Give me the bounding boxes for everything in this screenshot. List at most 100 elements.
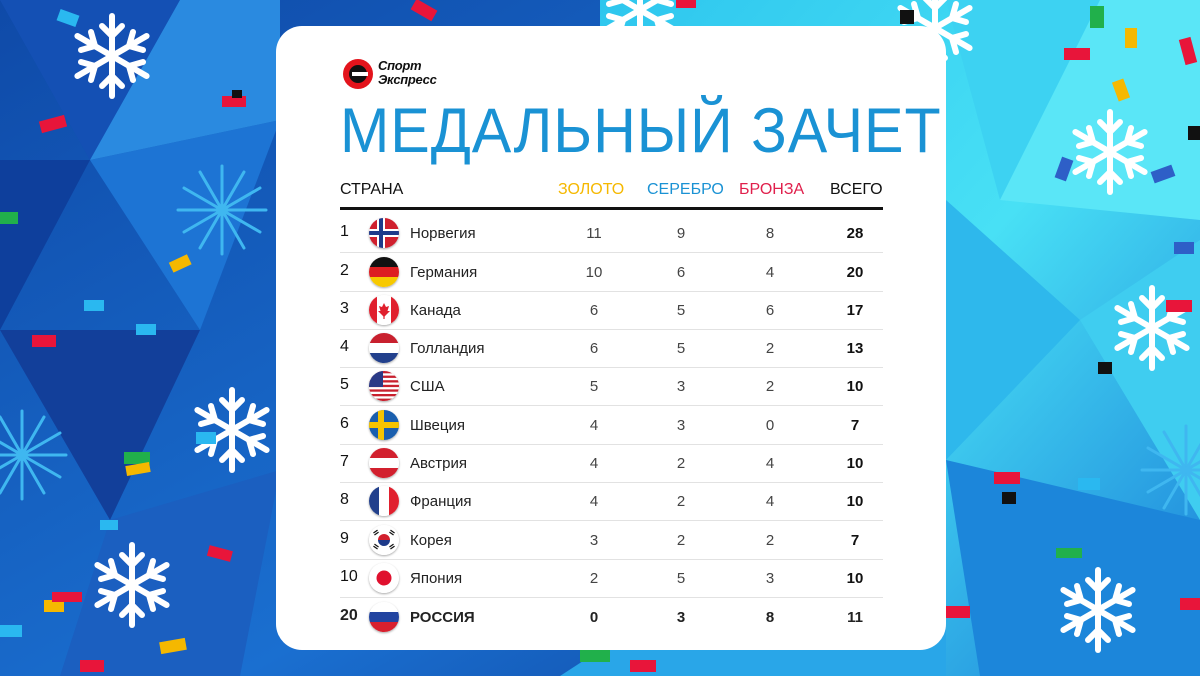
silver-count: 2: [676, 455, 686, 472]
silver-count: 5: [676, 340, 686, 357]
table-row: 6 Швеция 4 3 0 7: [340, 406, 883, 445]
silver-count: 5: [676, 302, 686, 319]
gold-count: 6: [589, 340, 599, 357]
page-title: МЕДАЛЬНЫЙ ЗАЧЕТ: [340, 96, 942, 166]
silver-count: 5: [676, 570, 686, 587]
rank-cell: 5: [340, 376, 349, 393]
country-name: Норвегия: [410, 225, 476, 242]
bronze-count: 6: [765, 302, 775, 319]
silver-count: 3: [676, 609, 686, 626]
rank-cell: 8: [340, 491, 349, 508]
gold-count: 3: [589, 532, 599, 549]
total-count: 11: [847, 609, 863, 626]
total-count: 20: [846, 264, 864, 281]
table-row: 10 Япония 2 5 3 10: [340, 559, 883, 598]
gold-count: 10: [585, 264, 603, 281]
russia-flag-icon: [369, 602, 399, 632]
brand-logo-icon: [343, 59, 373, 89]
sweden-flag-icon: [369, 410, 399, 440]
column-header-bronze: БРОНЗА: [739, 181, 805, 198]
medal-table-card: Спорт Экспресс МЕДАЛЬНЫЙ ЗАЧЕТ СТРАНА ЗО…: [276, 26, 946, 650]
brand-logo-text: Спорт Экспресс: [378, 59, 437, 87]
total-count: 10: [846, 455, 864, 472]
silver-count: 2: [676, 532, 686, 549]
silver-count: 3: [676, 417, 686, 434]
gold-count: 4: [589, 455, 599, 472]
column-header-gold: ЗОЛОТО: [558, 181, 625, 198]
rank-cell: 1: [340, 223, 349, 240]
rank-cell: 3: [340, 300, 349, 317]
gold-count: 5: [589, 378, 599, 395]
table-row: 7 Австрия 4 2 4 10: [340, 444, 883, 483]
table-row: 2 Германия 10 6 4 20: [340, 253, 883, 292]
silver-count: 9: [676, 225, 686, 242]
column-header-total: ВСЕГО: [830, 181, 883, 198]
bronze-count: 3: [765, 570, 775, 587]
korea-flag-icon: [369, 525, 399, 555]
bronze-count: 4: [765, 455, 775, 472]
country-name: США: [410, 378, 445, 395]
rank-cell: 2: [340, 262, 349, 279]
silver-count: 2: [676, 493, 686, 510]
total-count: 10: [846, 570, 864, 587]
country-name: Канада: [410, 302, 461, 319]
silver-count: 3: [676, 378, 686, 395]
brand-line-1: Спорт: [378, 58, 422, 73]
country-name: Австрия: [410, 455, 468, 472]
column-header-silver: СЕРЕБРО: [647, 181, 724, 198]
canada-flag-icon: [369, 295, 399, 325]
usa-flag-icon: [369, 371, 399, 401]
country-name: РОССИЯ: [410, 609, 475, 626]
table-row: 8 Франция 4 2 4 10: [340, 482, 883, 521]
total-count: 10: [846, 378, 864, 395]
brand-logo: Спорт Экспресс: [343, 57, 453, 91]
total-count: 28: [846, 225, 864, 242]
total-count: 17: [846, 302, 864, 319]
table-row: 3 Канада 6 5 6 17: [340, 291, 883, 330]
rank-cell: 6: [340, 415, 349, 432]
bronze-count: 2: [765, 532, 775, 549]
header-divider: [340, 207, 883, 210]
table-row: 1 Норвегия 11 9 8 28: [340, 214, 883, 253]
gold-count: 4: [589, 493, 599, 510]
table-row: 20 РОССИЯ 0 3 8 11: [340, 598, 883, 636]
gold-count: 2: [589, 570, 599, 587]
country-name: Корея: [410, 532, 452, 549]
country-name: Япония: [410, 570, 463, 587]
total-count: 7: [850, 532, 860, 549]
rank-cell: 9: [340, 530, 349, 547]
rank-cell: 7: [340, 453, 349, 470]
country-name: Германия: [410, 264, 478, 281]
france-flag-icon: [369, 486, 399, 516]
bronze-count: 8: [765, 225, 775, 242]
column-header-country: СТРАНА: [340, 181, 404, 198]
gold-count: 6: [589, 302, 599, 319]
country-name: Франция: [410, 493, 472, 510]
bronze-count: 8: [765, 609, 775, 626]
country-name: Голландия: [410, 340, 485, 357]
bronze-count: 4: [765, 493, 775, 510]
germany-flag-icon: [369, 257, 399, 287]
netherlands-flag-icon: [369, 333, 399, 363]
rank-cell: 20: [340, 607, 358, 624]
total-count: 10: [846, 493, 864, 510]
bronze-count: 4: [765, 264, 775, 281]
norway-flag-icon: [369, 218, 399, 248]
rank-cell: 4: [340, 338, 349, 355]
bronze-count: 2: [765, 378, 775, 395]
table-row: 5 США 5 3 2 10: [340, 367, 883, 406]
rank-cell: 10: [340, 568, 358, 585]
brand-line-2: Экспресс: [378, 72, 437, 87]
gold-count: 11: [586, 225, 602, 242]
table-row: 4 Голландия 6 5 2 13: [340, 329, 883, 368]
japan-flag-icon: [369, 563, 399, 593]
total-count: 7: [850, 417, 860, 434]
bronze-count: 2: [765, 340, 775, 357]
austria-flag-icon: [369, 448, 399, 478]
gold-count: 0: [589, 609, 599, 626]
table-row: 9 Корея 3 2 2 7: [340, 521, 883, 560]
country-name: Швеция: [410, 417, 465, 434]
gold-count: 4: [589, 417, 599, 434]
bronze-count: 0: [765, 417, 775, 434]
total-count: 13: [846, 340, 864, 357]
